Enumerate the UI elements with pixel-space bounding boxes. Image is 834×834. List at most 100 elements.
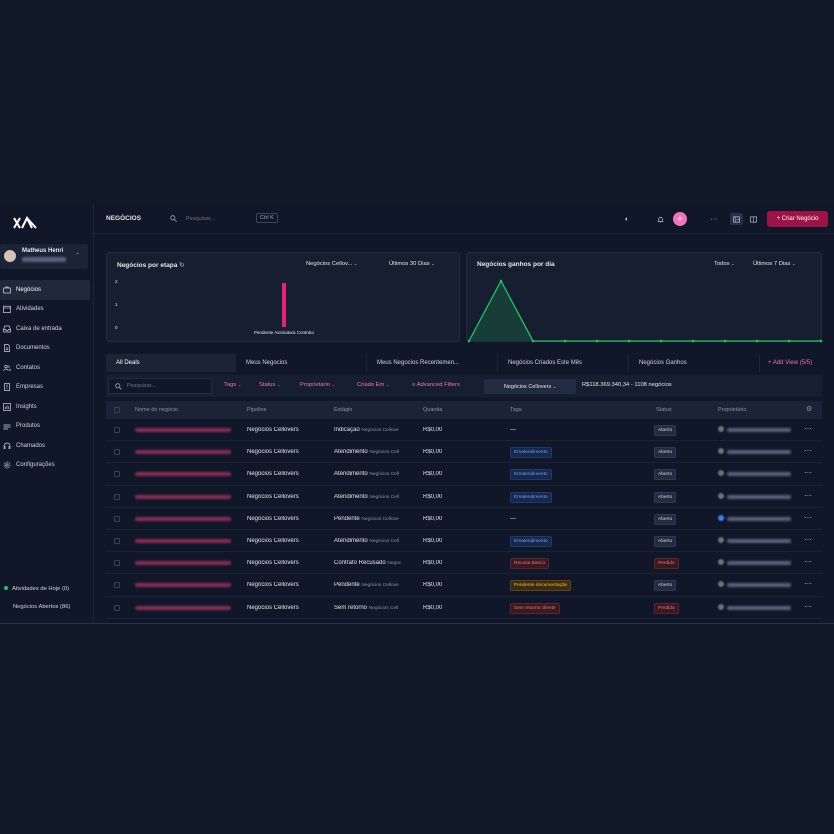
- won-owner-filter[interactable]: Todos ⌄: [714, 261, 734, 267]
- theme-toggle-icon[interactable]: ◐: [624, 215, 630, 223]
- table-row[interactable]: Negócios Cellovers Pendente Negócios Cell…: [106, 574, 822, 597]
- row-more-icon[interactable]: ···: [804, 468, 812, 478]
- column-settings-gear-icon[interactable]: ⚙: [806, 406, 813, 413]
- row-more-icon[interactable]: ···: [804, 557, 812, 567]
- deal-name-blurred[interactable]: [135, 538, 231, 543]
- tab-view-1[interactable]: Meus Negocios: [236, 354, 367, 372]
- table-row[interactable]: Negócios Cellovers Atendimento Negócios C…: [106, 441, 822, 464]
- data-point-0[interactable]: [467, 339, 471, 343]
- tab-view-2[interactable]: Meus Negocios Recentemen...: [367, 354, 498, 372]
- app-logo[interactable]: [13, 216, 37, 230]
- more-icon[interactable]: ···: [710, 215, 718, 223]
- user-switcher[interactable]: Matheus Henri ⌃: [0, 244, 88, 269]
- stage-period-filter[interactable]: Últimos 30 Dias ⌄: [389, 261, 435, 267]
- data-point-10[interactable]: [787, 339, 791, 343]
- activities-today[interactable]: Atividades de Hoje (0): [0, 586, 94, 592]
- data-point-5[interactable]: [627, 339, 631, 343]
- col-status[interactable]: Status: [656, 407, 672, 413]
- row-checkbox[interactable]: [114, 582, 120, 589]
- add-view-button[interactable]: + Add View (5/5): [760, 354, 822, 372]
- won-period-filter[interactable]: Últimos 7 Dias ⌄: [753, 261, 795, 267]
- table-row[interactable]: Negócios Cellovers Contrato Recusado Nego…: [106, 552, 822, 575]
- select-all-checkbox[interactable]: [114, 407, 120, 413]
- table-row[interactable]: Negócios Cellovers Indicação Negócios Cel…: [106, 419, 822, 442]
- create-deal-button[interactable]: + Criar Negócio: [767, 211, 828, 227]
- row-more-icon[interactable]: ···: [804, 512, 812, 522]
- sidebar-item-layers[interactable]: Produtos: [0, 417, 90, 437]
- deal-name-blurred[interactable]: [135, 561, 231, 566]
- table-row[interactable]: Negócios Cellovers Atendimento Negócios C…: [106, 486, 822, 508]
- row-more-icon[interactable]: ···: [804, 490, 812, 500]
- row-checkbox[interactable]: [114, 537, 120, 544]
- pipeline-select[interactable]: Negócios Cellovers ⌄: [484, 379, 576, 394]
- row-checkbox[interactable]: [114, 427, 120, 433]
- sidebar-item-gear[interactable]: Configurações: [0, 456, 90, 476]
- row-checkbox[interactable]: [114, 493, 120, 500]
- tab-view-4[interactable]: Negócios Ganhos: [629, 354, 760, 372]
- row-checkbox[interactable]: [114, 449, 120, 456]
- data-point-7[interactable]: [691, 339, 695, 343]
- global-search-input[interactable]: [186, 216, 246, 222]
- col-name[interactable]: Nome do negócio: [135, 407, 179, 413]
- sidebar-item-building[interactable]: Empresas: [0, 378, 90, 398]
- deal-stage-name: Atendimento: [334, 537, 368, 544]
- row-more-icon[interactable]: ···: [804, 601, 812, 611]
- kanban-view-toggle[interactable]: [730, 213, 743, 225]
- col-pipeline[interactable]: Pipeline: [247, 407, 267, 413]
- data-point-6[interactable]: [659, 339, 663, 343]
- sidebar-item-document[interactable]: Documentos: [0, 339, 90, 359]
- quick-add-button[interactable]: +: [673, 212, 687, 226]
- created-filter[interactable]: Criado Em ⌄: [357, 382, 389, 388]
- sidebar-item-chart[interactable]: Insights: [0, 397, 90, 417]
- col-tags[interactable]: Tags: [510, 407, 522, 413]
- table-row[interactable]: Negócios Cellovers Pendente Negócios Cell…: [106, 508, 822, 530]
- row-more-icon[interactable]: ···: [804, 534, 812, 544]
- data-point-9[interactable]: [755, 339, 759, 343]
- sidebar-item-headset[interactable]: Chamados: [0, 436, 90, 456]
- deal-name-blurred[interactable]: [135, 605, 231, 610]
- data-point-4[interactable]: [595, 339, 599, 343]
- table-row[interactable]: Negócios Cellovers Atendimento Negócios C…: [106, 530, 822, 553]
- tab-view-3[interactable]: Negócios Criados Este Mês: [498, 354, 629, 372]
- owner-filter[interactable]: Proprietario ⌄: [300, 382, 335, 388]
- refresh-icon[interactable]: ↻: [179, 262, 185, 269]
- tab-view-0[interactable]: All Deals: [106, 354, 236, 372]
- stage-pipeline-filter[interactable]: Negócios Cellov... ⌄: [306, 261, 357, 267]
- deal-name-blurred[interactable]: [135, 472, 231, 477]
- col-owner[interactable]: Proprietário: [718, 407, 747, 413]
- deal-name-blurred[interactable]: [135, 494, 231, 499]
- sidebar-item-users[interactable]: Contatos: [0, 358, 90, 378]
- row-checkbox[interactable]: [114, 515, 120, 522]
- data-point-8[interactable]: [723, 339, 727, 343]
- table-row[interactable]: Negócios Cellovers Atendimento Negócios C…: [106, 463, 822, 486]
- sidebar-item-calendar[interactable]: Atividades: [0, 300, 90, 320]
- status-filter[interactable]: Status ⌄: [259, 382, 280, 388]
- advanced-filters-button[interactable]: ≡ Advanced Filters: [412, 382, 460, 388]
- col-stage[interactable]: Estágio: [334, 407, 353, 413]
- data-point-3[interactable]: [563, 339, 567, 343]
- deal-name-blurred[interactable]: [135, 450, 231, 455]
- row-more-icon[interactable]: ···: [804, 446, 812, 456]
- open-deals[interactable]: Negócios Abertos (86): [0, 604, 94, 610]
- row-checkbox[interactable]: [114, 560, 120, 567]
- bell-icon[interactable]: [654, 213, 666, 225]
- deal-name-blurred[interactable]: [135, 516, 231, 521]
- data-point-11[interactable]: [819, 339, 823, 343]
- row-more-icon[interactable]: ···: [804, 579, 812, 589]
- tags-filter[interactable]: Tags ⌄: [224, 382, 241, 388]
- bar-0[interactable]: [282, 283, 286, 327]
- deal-name-blurred[interactable]: [135, 583, 231, 588]
- row-more-icon[interactable]: ···: [804, 424, 812, 433]
- list-view-toggle[interactable]: [747, 213, 760, 225]
- data-point-2[interactable]: [531, 339, 535, 343]
- deal-search-input[interactable]: [127, 383, 207, 389]
- data-point-1[interactable]: [499, 279, 503, 283]
- sidebar-item-inbox[interactable]: Caixa de entrada: [0, 319, 90, 339]
- deal-search[interactable]: [108, 378, 212, 394]
- col-amount[interactable]: Quantia: [423, 407, 443, 413]
- table-row[interactable]: Negócios Cellovers Sem retorno Negócios C…: [106, 597, 822, 619]
- sidebar-item-briefcase[interactable]: Negócios: [0, 280, 90, 300]
- row-checkbox[interactable]: [114, 471, 120, 478]
- deal-name-blurred[interactable]: [135, 428, 231, 432]
- row-checkbox[interactable]: [114, 604, 120, 611]
